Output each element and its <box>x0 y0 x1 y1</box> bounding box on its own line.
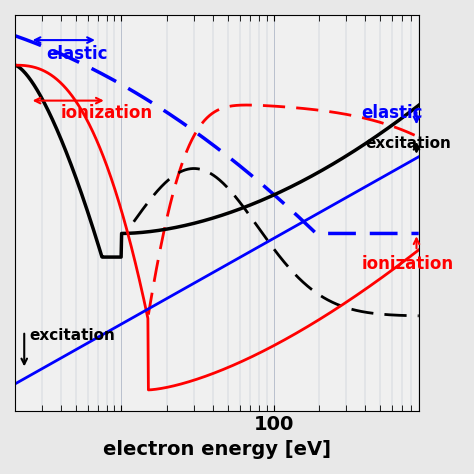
Text: excitation: excitation <box>365 136 451 151</box>
Text: ionization: ionization <box>61 104 153 122</box>
X-axis label: electron energy [eV]: electron energy [eV] <box>103 440 331 459</box>
Text: excitation: excitation <box>30 328 116 343</box>
Text: elastic: elastic <box>46 46 108 64</box>
Text: ionization: ionization <box>362 255 454 273</box>
Text: elastic: elastic <box>362 104 423 122</box>
